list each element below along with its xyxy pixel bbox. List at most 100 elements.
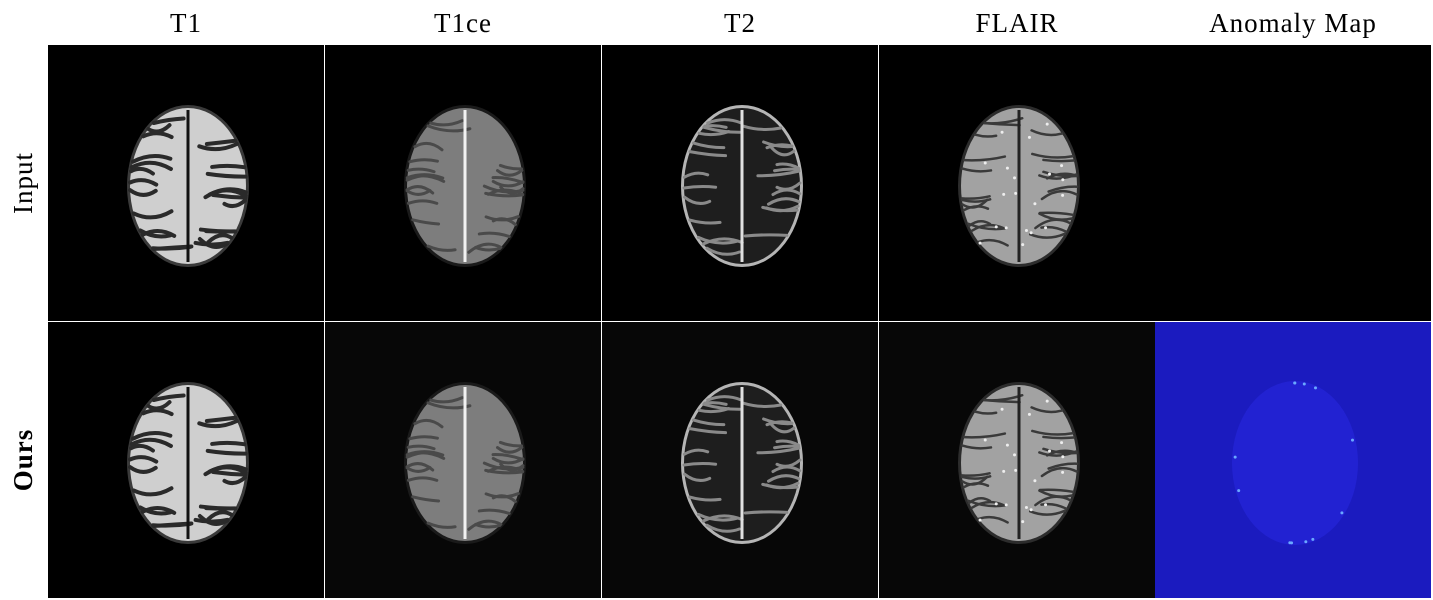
brain-gyrus xyxy=(429,396,464,404)
brain-speck xyxy=(978,518,982,522)
brain-gyrus xyxy=(1047,462,1079,470)
brain-gyrus xyxy=(1042,158,1076,163)
brain-gyrus xyxy=(406,167,436,174)
brain-speck xyxy=(1002,192,1006,196)
brain-gyrus xyxy=(151,393,186,403)
brain-gyrus xyxy=(486,465,525,473)
brain-speck xyxy=(1044,503,1048,507)
brain-gyrus xyxy=(977,238,1009,247)
brain-gyrus xyxy=(411,495,441,503)
anomaly-speck xyxy=(1237,489,1241,493)
brain-gyrus xyxy=(682,171,710,179)
brain-gyrus xyxy=(1028,509,1067,516)
brain-gyrus xyxy=(1030,406,1064,414)
brain-gyrus xyxy=(1031,152,1074,159)
brain-gyrus xyxy=(696,235,739,245)
brain-gyrus xyxy=(970,223,1005,233)
brain-gyrus xyxy=(1034,218,1072,230)
brain-gyrus xyxy=(773,444,801,450)
brain-gyrus xyxy=(405,466,432,473)
brain-gyrus xyxy=(474,245,502,252)
brain-gyrus xyxy=(962,482,990,489)
brain-gyrus xyxy=(1040,225,1068,233)
brain-gyrus xyxy=(406,476,439,482)
brain-gyrus xyxy=(692,418,726,427)
brain-gyrus xyxy=(688,495,722,502)
brain-gyrus xyxy=(1045,449,1078,457)
brain-speck xyxy=(983,161,987,165)
brain-gyrus xyxy=(405,189,432,196)
brain-gyrus xyxy=(692,141,726,150)
row-label: Ours xyxy=(8,429,38,492)
brain-gyrus xyxy=(701,514,744,523)
column-header: Anomaly Map xyxy=(1209,8,1377,38)
brain-gyrus xyxy=(767,197,801,206)
brain-gyrus xyxy=(484,215,520,222)
brain-gyrus xyxy=(128,455,159,464)
brain-gyrus xyxy=(701,237,744,246)
brain-speck xyxy=(1029,231,1033,235)
brain-gyrus xyxy=(967,497,992,505)
brain-gyrus xyxy=(128,188,158,197)
anomaly-speck xyxy=(1340,511,1344,515)
brain-speck xyxy=(1000,407,1004,411)
brain-speck xyxy=(1005,166,1009,170)
brain-gyrus xyxy=(474,522,502,529)
brain-gyrus xyxy=(204,415,238,423)
brain-gyrus xyxy=(960,472,991,477)
brain-gyrus xyxy=(967,220,992,228)
brain-gyrus xyxy=(138,228,172,239)
image-cell xyxy=(48,322,324,598)
image-cell xyxy=(879,322,1155,598)
brain-gyrus xyxy=(498,440,524,448)
brain-gyrus xyxy=(405,451,446,460)
brain-gyrus xyxy=(688,150,728,158)
brain-gyrus xyxy=(741,401,783,408)
brain-speck xyxy=(1060,441,1064,445)
brain-gyrus xyxy=(768,421,796,434)
brain-speck xyxy=(994,225,998,229)
brain-gyrus xyxy=(960,195,991,200)
brain-gyrus xyxy=(683,472,712,482)
brain-gyrus xyxy=(131,486,174,497)
brain-gyrus xyxy=(961,167,993,173)
brain-gyrus xyxy=(222,198,247,209)
column-header: FLAIR xyxy=(975,8,1058,38)
brain-gyrus xyxy=(203,187,248,200)
anomaly-speck xyxy=(1293,381,1297,385)
brain-gyrus xyxy=(1028,232,1067,239)
brain-gyrus xyxy=(204,138,238,146)
anomaly-speck xyxy=(1311,537,1315,541)
brain-gyrus xyxy=(960,198,992,203)
brain-speck xyxy=(1061,470,1065,474)
brain-gyrus xyxy=(406,444,436,451)
brain-gyrus xyxy=(702,125,742,134)
brain-gyrus xyxy=(702,402,742,411)
brain-gyrus xyxy=(128,465,158,474)
brain-gyrus xyxy=(206,233,234,245)
brain-speck xyxy=(1005,443,1009,447)
brain-gyrus xyxy=(477,508,511,515)
brain-gyrus xyxy=(743,233,789,238)
brain-speck xyxy=(1060,164,1064,168)
brain-gyrus xyxy=(206,510,234,522)
brain-speck xyxy=(1027,135,1031,139)
brain-gyrus xyxy=(146,123,172,134)
brain-gyrus xyxy=(706,118,743,125)
brain-gyrus xyxy=(406,199,439,205)
image-cell xyxy=(602,45,878,321)
brain-gyrus xyxy=(1034,495,1072,507)
brain-speck xyxy=(1014,191,1018,195)
column-header: T1ce xyxy=(434,8,492,38)
brain-speck xyxy=(1000,130,1004,134)
brain-gyrus xyxy=(1030,129,1064,137)
brain-gyrus xyxy=(705,523,741,533)
brain-gyrus xyxy=(974,133,998,138)
brain-gyrus xyxy=(151,521,193,528)
brain-gyrus xyxy=(1040,189,1078,201)
brain-gyrus xyxy=(211,469,248,477)
brain-gyrus xyxy=(1038,211,1075,217)
brain-gyrus xyxy=(688,218,722,225)
